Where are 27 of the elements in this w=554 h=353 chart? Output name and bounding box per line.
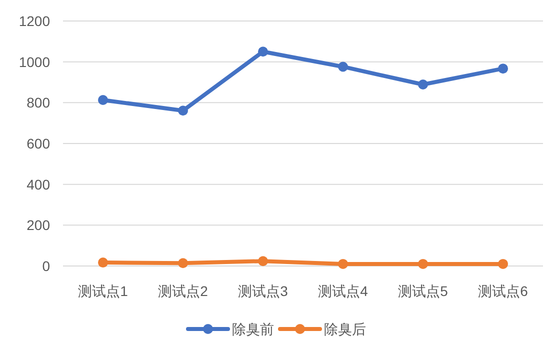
x-tick-label: 测试点6 bbox=[478, 283, 528, 299]
x-tick-label: 测试点2 bbox=[158, 283, 208, 299]
point bbox=[498, 64, 508, 74]
x-tick-label: 测试点5 bbox=[398, 283, 448, 299]
x-tick-label: 测试点4 bbox=[318, 283, 368, 299]
point bbox=[98, 95, 108, 106]
y-tick-label: 1000 bbox=[18, 54, 50, 70]
point bbox=[498, 258, 508, 269]
legend-label: 除臭前 bbox=[232, 321, 274, 337]
y-tick-label: 600 bbox=[26, 136, 50, 152]
legend-label: 除臭后 bbox=[324, 321, 366, 337]
point bbox=[178, 106, 188, 116]
y-tick-label: 800 bbox=[26, 94, 50, 111]
point bbox=[418, 79, 428, 90]
y-tick-label: 0 bbox=[42, 258, 50, 274]
point bbox=[418, 258, 428, 269]
point bbox=[98, 258, 108, 268]
point bbox=[338, 62, 348, 72]
x-tick-label: 测试点1 bbox=[78, 283, 128, 299]
y-tick-label: 400 bbox=[26, 176, 50, 192]
x-tick-label: 测试点3 bbox=[238, 283, 288, 299]
point bbox=[178, 258, 188, 268]
point bbox=[338, 258, 348, 269]
point bbox=[258, 46, 268, 57]
point bbox=[258, 256, 268, 266]
y-tick-label: 1200 bbox=[18, 13, 50, 29]
y-tick-label: 200 bbox=[26, 217, 50, 234]
